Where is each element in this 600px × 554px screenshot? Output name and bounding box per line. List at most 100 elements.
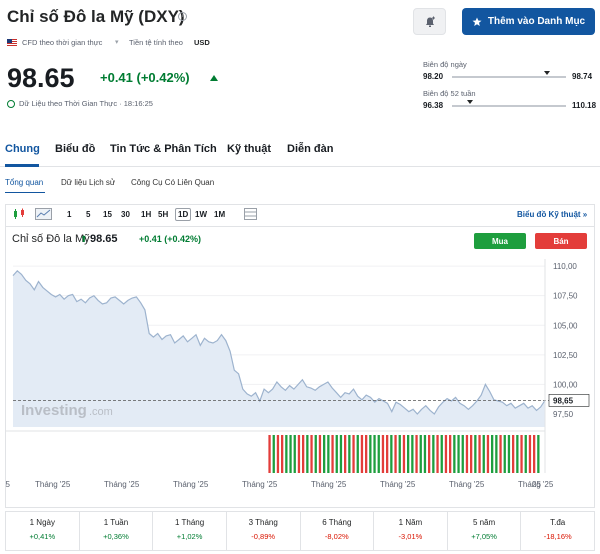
- volume-bar: [276, 435, 280, 473]
- volume-bar: [365, 435, 368, 473]
- week52-range-marker-icon: [467, 100, 474, 104]
- timeframe-1mo[interactable]: 1M: [214, 210, 226, 219]
- page-title: Chỉ số Đô la Mỹ (DXY): [7, 7, 185, 26]
- x-tick-label: Tháng '25: [104, 480, 140, 489]
- buy-button[interactable]: Mua: [474, 233, 526, 249]
- tab-technical[interactable]: Kỹ thuật: [227, 143, 271, 155]
- volume-bar: [331, 435, 334, 473]
- volume-bar: [520, 435, 523, 473]
- tab-news-analysis[interactable]: Tin Tức & Phân Tích: [110, 143, 217, 155]
- performance-value: +1,02%: [176, 532, 203, 541]
- us-flag-icon: [7, 39, 17, 46]
- volume-bar: [411, 435, 414, 473]
- volume-bar: [453, 435, 456, 473]
- volume-bar: [377, 435, 380, 473]
- table-view-icon[interactable]: [244, 208, 257, 220]
- volume-bar: [398, 435, 401, 473]
- volume-bar: [449, 435, 452, 473]
- timeframe-1d[interactable]: 1D: [175, 208, 192, 221]
- timeframe-1h[interactable]: 1H: [141, 210, 152, 219]
- volume-bar: [268, 435, 271, 473]
- performance-cell: 5 năm +7,05%: [448, 512, 522, 550]
- timeframe-30m[interactable]: 30: [121, 210, 130, 219]
- volume-bar: [503, 435, 506, 473]
- x-tick-label: Tháng '25: [518, 480, 554, 489]
- y-tick-label: 97,50: [553, 410, 574, 419]
- volume-bar: [465, 435, 469, 473]
- sell-button[interactable]: Bán: [535, 233, 587, 249]
- x-tick-label: Tháng '25: [173, 480, 209, 489]
- volume-bar: [482, 435, 485, 473]
- chart-toolbar-divider: [5, 226, 595, 227]
- performance-cell: 1 Tháng +1,02%: [153, 512, 227, 550]
- volume-bar: [432, 435, 435, 473]
- add-to-watchlist-button[interactable]: Thêm vào Danh Mục: [462, 8, 595, 35]
- chart-panel: [5, 204, 595, 508]
- x-tick-label: Tháng '25: [242, 480, 278, 489]
- volume-bar: [516, 435, 519, 473]
- candlestick-icon[interactable]: [12, 208, 27, 220]
- info-icon[interactable]: i: [178, 12, 187, 21]
- performance-period: T.đa: [550, 518, 566, 527]
- day-range-high: 98.74: [572, 72, 593, 81]
- week52-range-label: Biên độ 52 tuần: [423, 89, 476, 98]
- volume-bar: [486, 435, 490, 473]
- subtab-overview[interactable]: Tổng quan: [5, 178, 44, 187]
- current-price-box: [548, 394, 590, 407]
- technical-chart-link[interactable]: Biểu đồ Kỹ thuật »: [517, 210, 588, 219]
- price-chart[interactable]: 110,00 107,50 105,00 102,50 100,00 97,50 98,65…: [5, 255, 595, 495]
- timeframe-5m[interactable]: 5: [86, 210, 91, 219]
- volume-bar: [407, 435, 410, 473]
- volume-bar: [436, 435, 439, 473]
- volume-bar: [281, 435, 284, 473]
- area-chart-icon[interactable]: [35, 208, 52, 220]
- chevron-down-icon[interactable]: ▾: [115, 39, 119, 46]
- x-tick-label: Tháng '25: [449, 480, 485, 489]
- volume-bar: [423, 435, 427, 473]
- performance-period: 1 Năm: [398, 518, 423, 527]
- cfd-realtime-label: CFD theo thời gian thực: [22, 38, 103, 47]
- volume-bar: [394, 435, 397, 473]
- tab-forum[interactable]: Diễn đàn: [287, 143, 334, 155]
- volume-bar: [512, 435, 515, 473]
- tab-general[interactable]: Chung: [5, 143, 40, 155]
- x-tick-label: 15: [5, 480, 10, 489]
- chart-up-arrow-icon: ⬆: [80, 234, 88, 244]
- volume-bar: [457, 435, 460, 473]
- timeframe-1m[interactable]: 1: [67, 210, 72, 219]
- subtab-related-instruments[interactable]: Công Cụ Có Liên Quan: [131, 178, 215, 187]
- x-tick-label: Tháng '25: [380, 480, 416, 489]
- performance-value: +0,36%: [103, 532, 129, 541]
- current-price-label: 98,65: [553, 396, 574, 405]
- timeframe-1w[interactable]: 1W: [195, 210, 207, 219]
- subtab-historical-data[interactable]: Dữ liệu Lịch sử: [61, 178, 116, 187]
- volume-bar: [272, 435, 275, 473]
- performance-strip: 1 Ngày +0,41% 1 Tuần +0,36% 1 Tháng +1,02% 3 T…: [5, 511, 595, 551]
- tab-chart[interactable]: Biểu đồ: [55, 143, 96, 155]
- y-tick-label: 107,50: [553, 292, 578, 301]
- volume-bar: [289, 435, 292, 473]
- volume-bar: [470, 435, 473, 473]
- volume-bar: [293, 435, 296, 473]
- performance-period: 5 năm: [472, 518, 496, 527]
- active-tab-indicator: [5, 164, 39, 167]
- timeframe-15m[interactable]: 15: [103, 210, 112, 219]
- bell-plus-icon: [425, 16, 435, 27]
- last-price: 98.65: [7, 63, 75, 93]
- timeframe-5h[interactable]: 5H: [158, 210, 169, 219]
- volume-bar: [495, 435, 498, 473]
- volume-bar: [310, 435, 313, 473]
- create-alert-button[interactable]: [413, 8, 446, 35]
- volume-bar: [360, 435, 364, 473]
- volume-bar: [318, 435, 322, 473]
- performance-cell: T.đa -18,16%: [521, 512, 594, 550]
- volume-bar: [491, 435, 494, 473]
- y-tick-label: 105,00: [553, 321, 578, 330]
- volume-bar: [386, 435, 389, 473]
- day-range-marker-icon: [543, 71, 550, 75]
- volume-bar: [314, 435, 317, 473]
- volume-bar: [444, 435, 448, 473]
- volume-bar: [297, 435, 301, 473]
- add-to-watchlist-label: Thêm vào Danh Mục: [487, 16, 586, 27]
- chart-instrument-name: Chỉ số Đô la Mỹ: [12, 233, 90, 245]
